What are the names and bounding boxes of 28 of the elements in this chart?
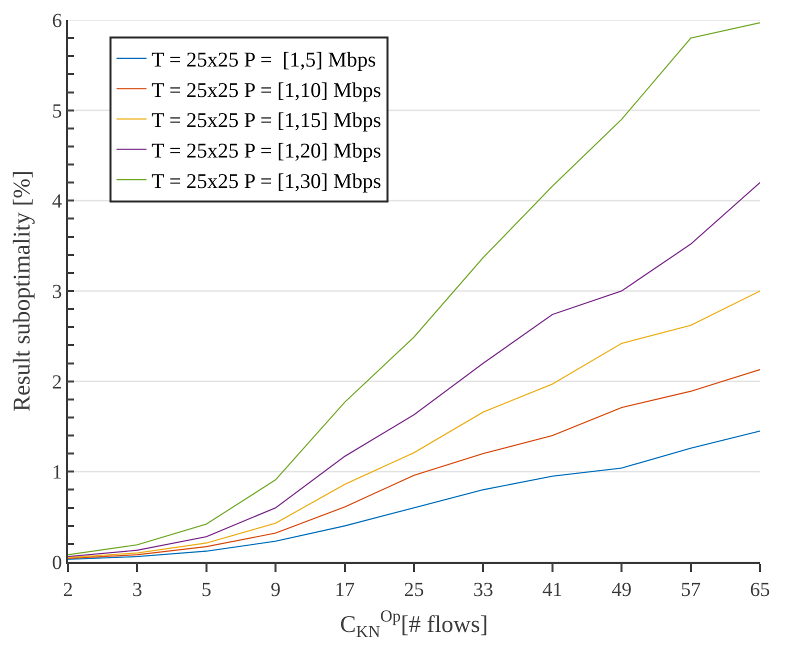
x-axis-title: C$_{KN}$$^{Op}$[# flows] — [340, 606, 488, 641]
legend-label: T = 25x25 P = [1,20] Mbps — [152, 138, 382, 162]
line-series — [68, 22, 760, 556]
y-tick-label: 6 — [52, 10, 62, 32]
legend-label: T = 25x25 P = [1,5] Mbps — [152, 48, 376, 72]
x-tick-label: 65 — [750, 579, 770, 601]
x-tick-label: 17 — [334, 579, 355, 601]
x-tick-label: 57 — [680, 579, 701, 601]
x-tick-label: 41 — [542, 579, 562, 601]
x-tick-label: 5 — [201, 579, 212, 601]
y-tick-label: 4 — [52, 190, 62, 213]
y-tick-label: 0 — [52, 552, 62, 574]
x-tick-label: 25 — [404, 579, 424, 601]
y-tick-label: 3 — [52, 281, 62, 303]
line-series — [68, 290, 760, 558]
line-series — [68, 430, 760, 560]
y-tick-label: 5 — [52, 100, 62, 122]
legend-label: T = 25x25 P = [1,10] Mbps — [152, 78, 382, 102]
x-tick-label: 3 — [132, 579, 142, 601]
y-tick-label: 2 — [52, 371, 62, 394]
x-tick-label: 33 — [473, 579, 494, 601]
x-tick-label: 49 — [612, 579, 632, 601]
x-tick-label: 9 — [270, 579, 281, 601]
legend-label: T = 25x25 P = [1,15] Mbps — [152, 108, 382, 132]
line-series — [68, 368, 760, 559]
y-tick-label: 1 — [52, 462, 62, 484]
y-axis-title: Result suboptimality [%] — [10, 170, 36, 412]
legend-label: T = 25x25 P = [1,30] Mbps — [152, 168, 382, 193]
